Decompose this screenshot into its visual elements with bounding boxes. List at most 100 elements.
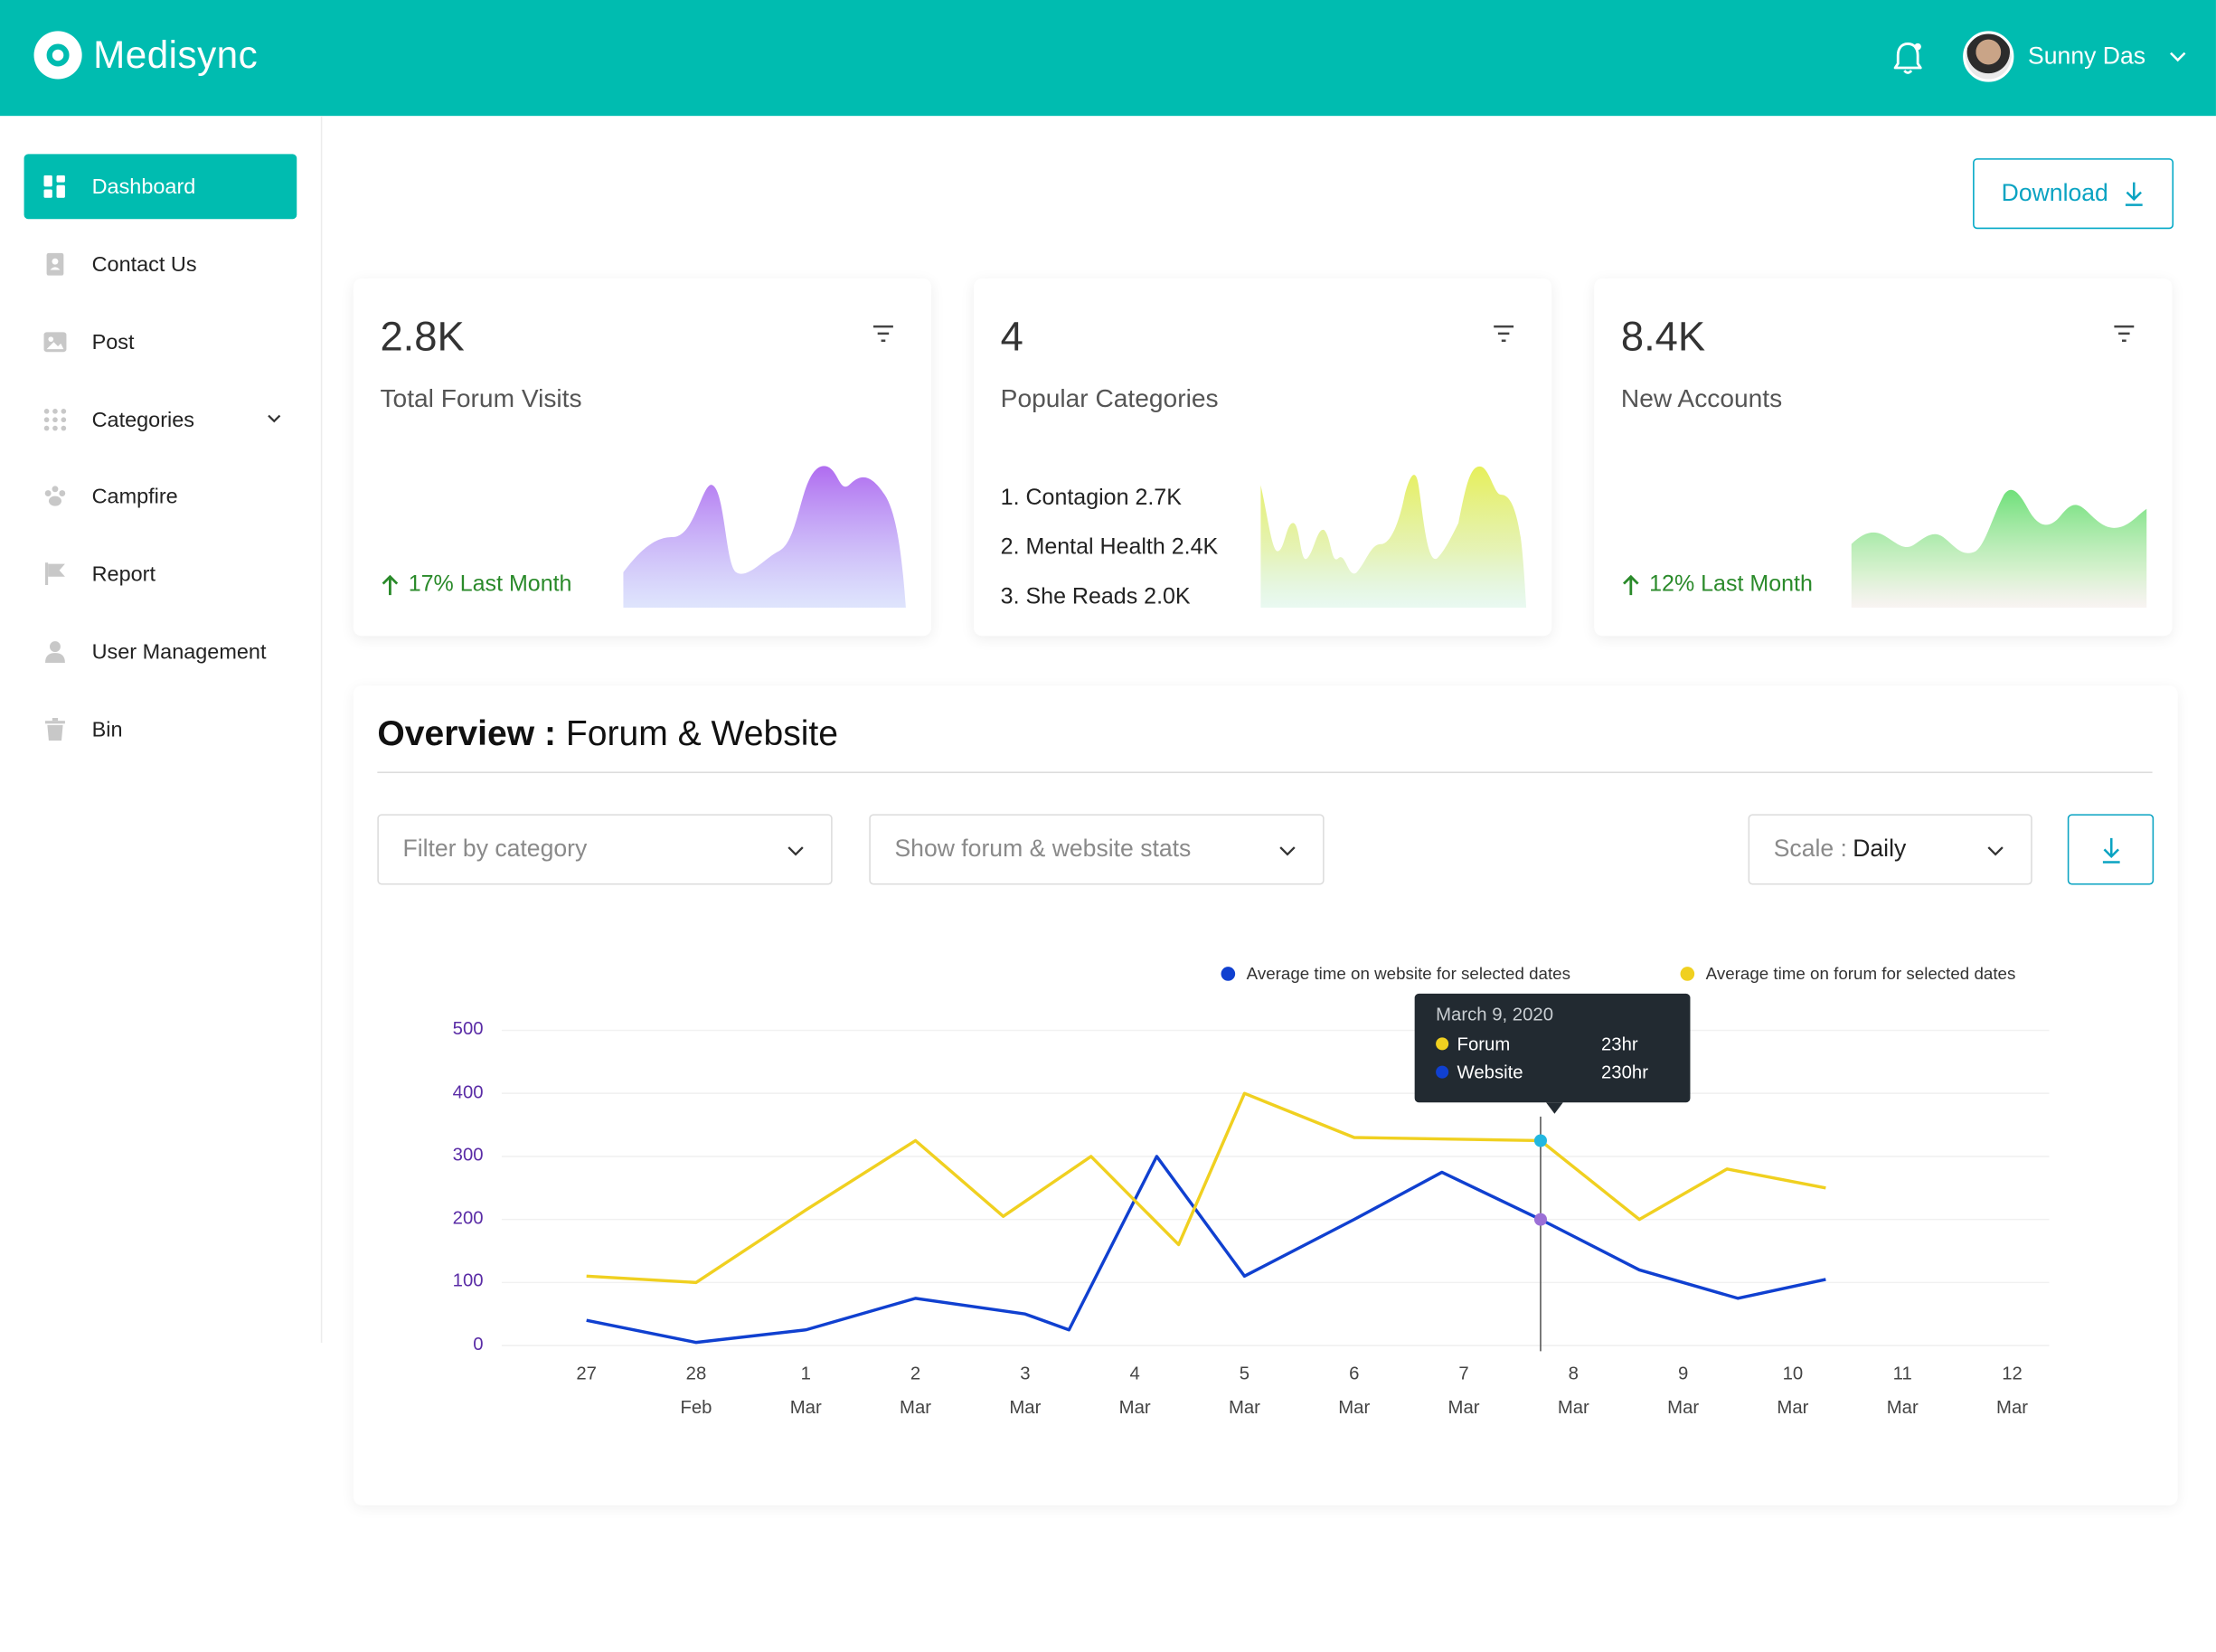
x-tick-month: Mar: [1996, 1396, 2029, 1418]
list-item: 2. Mental Health 2.4K: [1000, 535, 1219, 560]
legend-dot: [1680, 967, 1695, 981]
x-tick-label: 10 Mar: [1750, 1357, 1835, 1425]
image-icon: [43, 332, 67, 353]
trend-indicator: 17% Last Month: [380, 572, 571, 598]
sidebar-item-campfire[interactable]: Campfire: [24, 464, 297, 529]
hover-point[interactable]: [1533, 1134, 1548, 1147]
chevron-down-icon: [1279, 846, 1296, 856]
x-tick-day: 6: [1349, 1362, 1360, 1384]
chevron-down-icon: [2170, 52, 2186, 62]
sidebar-item-label: Bin: [91, 717, 123, 741]
x-tick-month: Mar: [900, 1396, 932, 1418]
x-tick-label: 12 Mar: [1970, 1357, 2055, 1425]
stat-card-new-accounts: 8.4K New Accounts 12% Last Month: [1594, 278, 2173, 637]
x-tick-day: 10: [1782, 1362, 1804, 1384]
x-tick-month: Mar: [1447, 1396, 1480, 1418]
x-tick-month: Mar: [1228, 1396, 1260, 1418]
y-tick-label: 0: [473, 1333, 484, 1355]
legend-item-website: Average time on website for selected dat…: [1221, 964, 1570, 984]
stat-value: 8.4K: [1620, 315, 1706, 361]
sparkline-chart: [623, 466, 906, 609]
sidebar-item-report[interactable]: Report: [24, 542, 297, 607]
tooltip-row-forum: Forum 23hr: [1436, 1029, 1669, 1057]
x-tick-label: 3 Mar: [983, 1357, 1068, 1425]
y-tick-label: 200: [452, 1206, 484, 1229]
series-line-website[interactable]: [586, 1155, 1826, 1345]
filter-icon[interactable]: [1493, 324, 1515, 344]
user-menu[interactable]: Sunny Das: [1963, 31, 2188, 82]
arrow-up-icon: [382, 574, 399, 596]
x-tick-month: Feb: [680, 1396, 712, 1418]
contact-book-icon: [46, 252, 64, 276]
filter-icon[interactable]: [872, 324, 894, 344]
sidebar-item-label: Contact Us: [91, 252, 197, 277]
bell-icon[interactable]: [1891, 40, 1925, 77]
x-tick-day: 5: [1239, 1362, 1250, 1384]
legend-label: Average time on forum for selected dates: [1705, 964, 2016, 984]
legend-label: Average time on website for selected dat…: [1246, 964, 1570, 984]
x-tick-label: 28 Feb: [654, 1357, 739, 1425]
x-tick-month: Mar: [1777, 1396, 1809, 1418]
x-tick-day: 11: [1892, 1362, 1912, 1384]
overview-title-rest: Forum & Website: [565, 713, 839, 754]
list-item: 1. Contagion 2.7K: [1000, 486, 1182, 511]
stat-label: Total Forum Visits: [380, 384, 582, 413]
line-chart: [501, 1029, 2050, 1352]
sidebar-item-bin[interactable]: Bin: [24, 697, 297, 762]
x-tick-label: 5 Mar: [1202, 1357, 1287, 1425]
scale-label: Scale :: [1773, 835, 1847, 863]
app-logo[interactable]: Medisync: [33, 31, 259, 80]
tooltip-value: 230hr: [1600, 1061, 1648, 1082]
x-tick-month: Mar: [1557, 1396, 1589, 1418]
x-tick-label: 8 Mar: [1531, 1357, 1616, 1425]
legend-dot: [1436, 1064, 1449, 1078]
sidebar-item-label: Campfire: [91, 484, 178, 508]
app-name: Medisync: [93, 33, 259, 76]
x-tick-label: 1 Mar: [763, 1357, 848, 1425]
x-tick-label: 4 Mar: [1092, 1357, 1177, 1425]
sidebar-item-categories[interactable]: Categories: [24, 387, 297, 452]
sidebar: Dashboard Contact Us Post Categories Cam…: [0, 116, 323, 1343]
chevron-down-icon[interactable]: [266, 410, 283, 427]
x-tick-day: 7: [1458, 1362, 1469, 1384]
divider: [377, 771, 2153, 774]
x-tick-label: 9 Mar: [1641, 1357, 1726, 1425]
user-name: Sunny Das: [2028, 42, 2146, 70]
category-list: 1. Contagion 2.7K 2. Mental Health 2.4K …: [1001, 474, 1219, 622]
sidebar-item-contact-us[interactable]: Contact Us: [24, 231, 297, 297]
x-tick-month: Mar: [1118, 1396, 1151, 1418]
series-line-forum[interactable]: [586, 1091, 1826, 1285]
select-placeholder: Filter by category: [402, 835, 588, 863]
x-tick-day: 2: [910, 1362, 921, 1384]
sidebar-item-post[interactable]: Post: [24, 309, 297, 374]
download-button[interactable]: Download: [1973, 158, 2174, 230]
x-tick-label: 2 Mar: [873, 1357, 958, 1425]
tooltip-date: March 9, 2020: [1436, 1003, 1554, 1025]
x-tick-day: 12: [2002, 1362, 2023, 1384]
filter-icon[interactable]: [2113, 324, 2136, 344]
sidebar-item-user-management[interactable]: User Management: [24, 619, 297, 684]
tooltip-label: Website: [1457, 1061, 1523, 1082]
hover-point[interactable]: [1533, 1213, 1548, 1226]
filter-category-select[interactable]: Filter by category: [377, 814, 833, 885]
select-placeholder: Show forum & website stats: [894, 835, 1192, 863]
trend-text: 12% Last Month: [1649, 572, 1813, 597]
x-tick-month: Mar: [1886, 1396, 1919, 1418]
stats-type-select[interactable]: Show forum & website stats: [869, 814, 1325, 885]
tooltip-label: Forum: [1457, 1032, 1511, 1054]
x-tick-label: 11 Mar: [1860, 1357, 1945, 1425]
overview-panel: Overview : Forum & Website Filter by cat…: [353, 685, 2178, 1506]
sidebar-item-dashboard[interactable]: Dashboard: [24, 154, 297, 220]
x-tick-month: Mar: [1009, 1396, 1042, 1418]
x-tick-month: Mar: [1338, 1396, 1371, 1418]
x-tick-day: 4: [1129, 1362, 1140, 1384]
x-tick-day: 27: [576, 1362, 597, 1384]
sidebar-item-label: Post: [91, 329, 135, 354]
x-tick-label: 6 Mar: [1312, 1357, 1397, 1425]
tooltip-row-website: Website 230hr: [1436, 1057, 1669, 1085]
x-tick-month: [544, 1391, 629, 1425]
x-tick-month: Mar: [1667, 1396, 1700, 1418]
chart-download-button[interactable]: [2067, 814, 2155, 885]
sidebar-item-label: User Management: [91, 639, 267, 664]
scale-select[interactable]: Scale : Daily: [1748, 814, 2032, 885]
